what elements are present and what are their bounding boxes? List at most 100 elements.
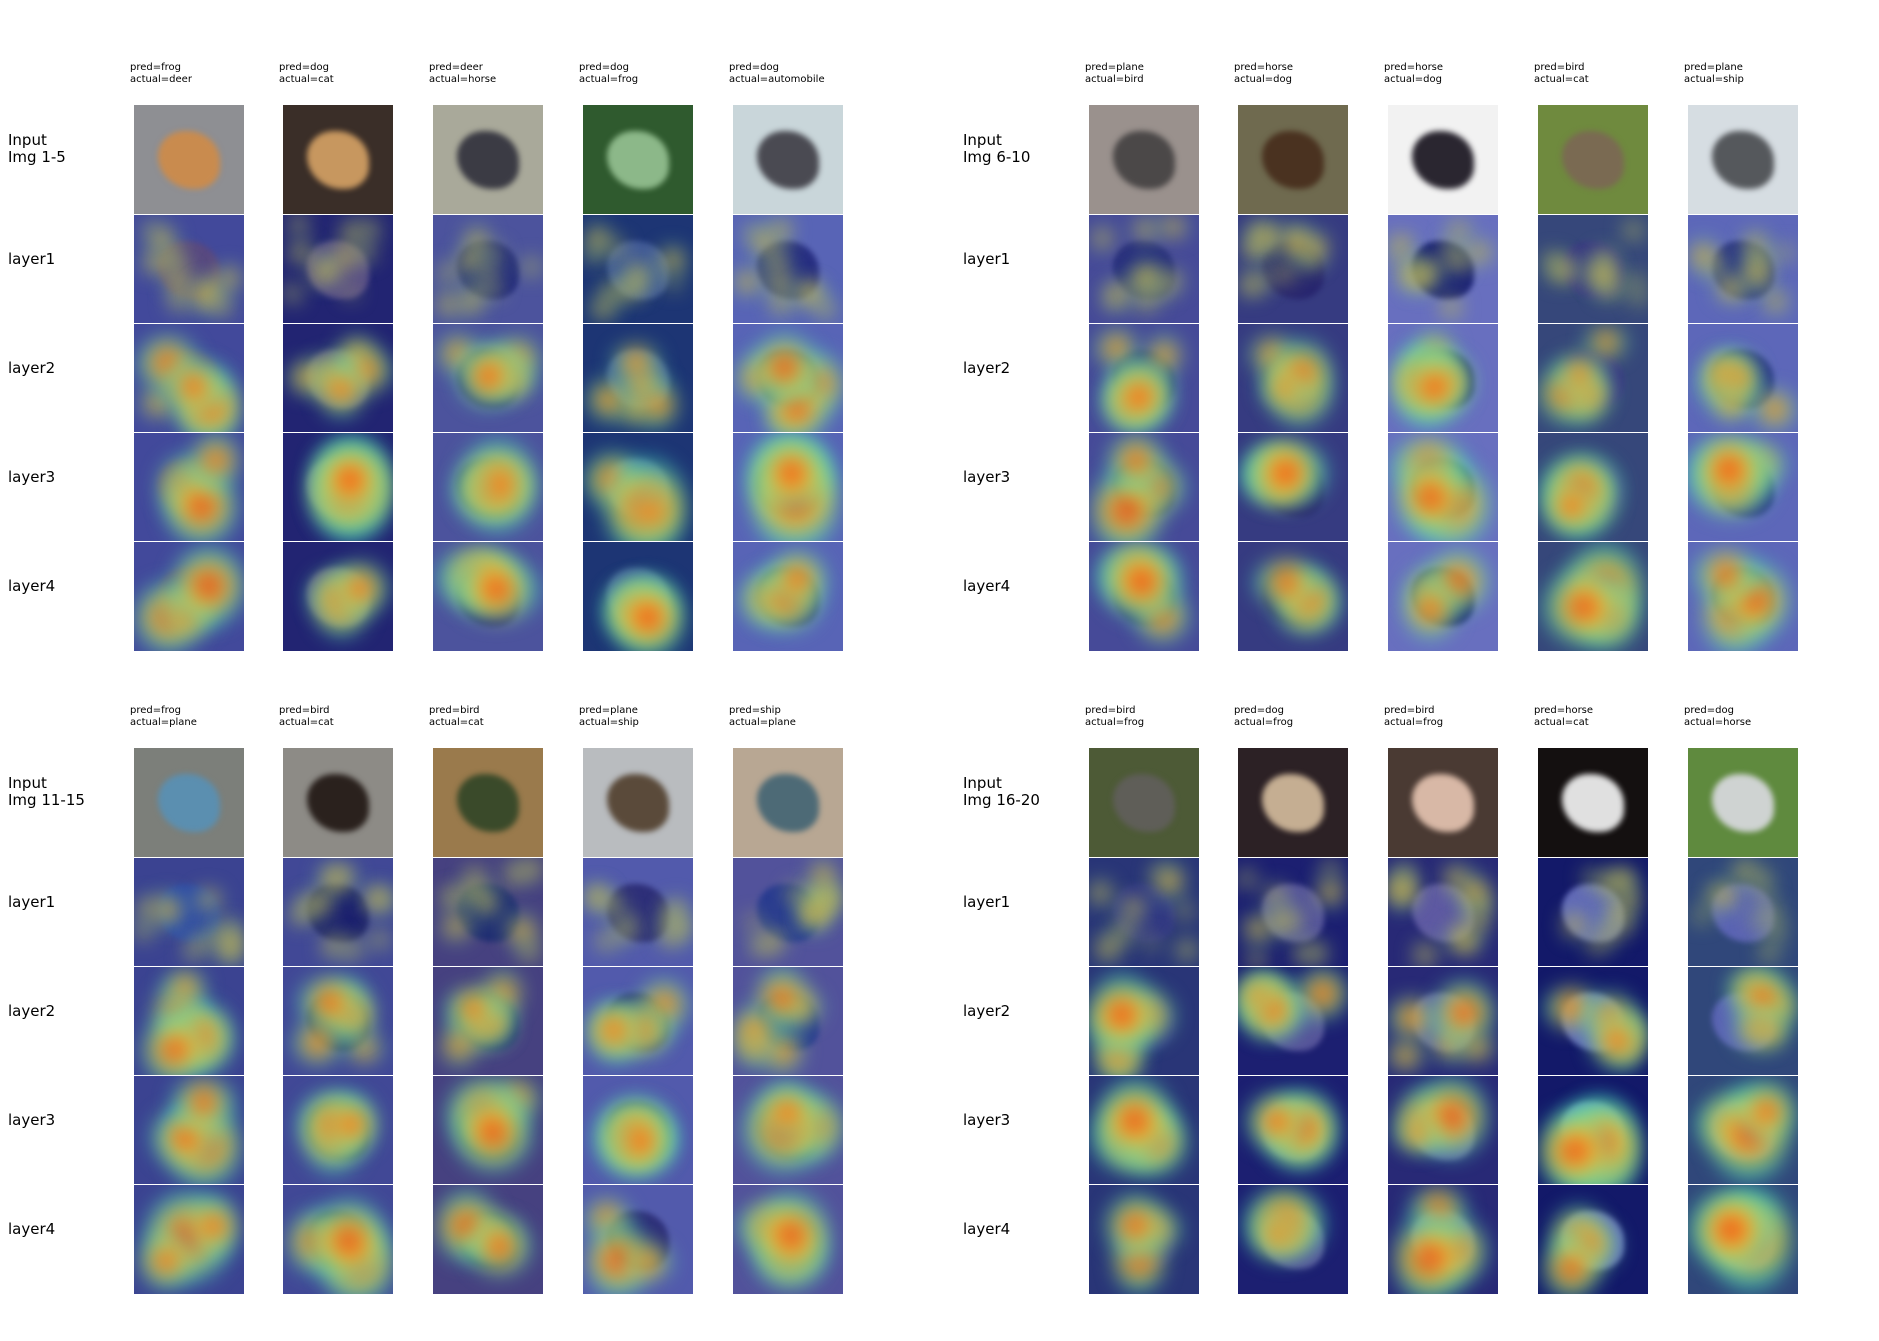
gradcam-heatmap: [733, 966, 843, 1076]
heatmap-activation: [1705, 890, 1722, 903]
gradcam-heatmap: [283, 541, 393, 651]
heatmap-activation: [1098, 1079, 1172, 1162]
heatmap-activation: [1604, 902, 1632, 923]
image-caption: pred=bird actual=cat: [429, 705, 484, 728]
heatmap-activation: [214, 297, 234, 316]
heatmap-activation: [753, 1192, 828, 1277]
gradcam-heatmap: [733, 1184, 843, 1294]
heatmap-activation: [1245, 441, 1328, 506]
gradcam-heatmap: [583, 323, 693, 433]
subject-shape: [607, 774, 669, 832]
heatmap-activation: [140, 1232, 191, 1289]
subject-shape: [1562, 131, 1624, 189]
heatmap-activation: [1753, 390, 1795, 429]
image-caption: pred=frog actual=plane: [130, 705, 197, 728]
heatmap-activation: [1090, 973, 1154, 1055]
input-thumbnail: [1388, 748, 1498, 857]
gradcam-heatmap: [583, 966, 693, 1076]
subject-shape: [457, 774, 519, 832]
heatmap-activation: [1389, 998, 1435, 1038]
gradcam-heatmap: [134, 966, 244, 1076]
heatmap-activation: [1744, 258, 1770, 288]
heatmap-activation: [1394, 1115, 1439, 1150]
heatmap-activation: [1298, 968, 1347, 1018]
heatmap-activation: [1751, 1016, 1788, 1046]
heatmap-activation: [1714, 389, 1748, 420]
input-thumbnail: [1538, 748, 1648, 857]
gradcam-heatmap: [1238, 966, 1348, 1076]
heatmap-activation: [1768, 923, 1784, 941]
heatmap-activation: [1775, 245, 1794, 261]
heatmap-activation: [1177, 940, 1197, 961]
heatmap-activation: [472, 461, 530, 508]
heatmap-activation: [1543, 1237, 1600, 1294]
row-label-layer: layer2: [963, 359, 1011, 377]
heatmap-activation: [1093, 226, 1112, 250]
heatmap-activation: [585, 224, 610, 252]
gradcam-heatmap: [433, 966, 543, 1076]
input-thumbnail: [583, 105, 693, 214]
subject-shape: [307, 774, 369, 832]
gradcam-heatmap: [733, 857, 843, 967]
heatmap-activation: [164, 359, 223, 413]
heatmap-activation: [613, 578, 683, 651]
image-caption: pred=horse actual=dog: [1234, 62, 1294, 85]
heatmap-activation: [610, 1116, 673, 1166]
heatmap-activation: [640, 382, 676, 428]
heatmap-activation: [442, 913, 470, 940]
heatmap-activation: [756, 435, 827, 510]
gradcam-heatmap: [433, 432, 543, 542]
gradcam-heatmap: [1089, 541, 1199, 651]
heatmap-activation: [660, 247, 685, 275]
gradcam-heatmap: [1238, 857, 1348, 967]
heatmap-activation: [144, 1013, 207, 1076]
gradcam-heatmap: [283, 1075, 393, 1185]
heatmap-activation: [1414, 942, 1436, 967]
gradcam-heatmap: [1388, 541, 1498, 651]
heatmap-activation: [1306, 943, 1327, 964]
gradcam-heatmap: [733, 214, 843, 324]
heatmap-activation: [189, 1195, 238, 1257]
gradcam-heatmap: [1388, 857, 1498, 967]
heatmap-activation: [1466, 241, 1493, 264]
heatmap-activation: [1249, 950, 1265, 967]
heatmap-activation: [465, 226, 488, 255]
heatmap-activation: [1544, 570, 1624, 645]
gradcam-heatmap: [1538, 857, 1648, 967]
heatmap-activation: [588, 1005, 638, 1053]
heatmap-activation: [795, 284, 821, 302]
heatmap-activation: [362, 887, 391, 911]
heatmap-activation: [1388, 234, 1414, 253]
heatmap-activation: [1733, 859, 1755, 884]
heatmap-activation: [1763, 290, 1787, 313]
input-thumbnail: [433, 105, 543, 214]
heatmap-activation: [358, 242, 375, 263]
gradcam-heatmap: [433, 857, 543, 967]
heatmap-activation: [343, 287, 358, 298]
heatmap-activation: [215, 267, 243, 291]
heatmap-activation: [1318, 877, 1343, 907]
heatmap-activation: [1561, 263, 1577, 277]
image-caption: pred=dog actual=automobile: [729, 62, 825, 85]
heatmap-activation: [193, 434, 238, 487]
heatmap-activation: [171, 1078, 236, 1127]
gradcam-heatmap: [134, 214, 244, 324]
gradcam-heatmap: [1089, 1075, 1199, 1185]
heatmap-activation: [311, 1199, 387, 1282]
heatmap-activation: [597, 931, 614, 951]
heatmap-activation: [327, 1095, 377, 1153]
row-label-layer: layer1: [8, 893, 56, 911]
heatmap-activation: [143, 222, 158, 237]
heatmap-activation: [764, 252, 789, 272]
heatmap-activation: [1433, 981, 1494, 1044]
gradcam-heatmap: [1238, 432, 1348, 542]
image-caption: pred=bird actual=cat: [279, 705, 334, 728]
heatmap-activation: [168, 288, 189, 312]
input-thumbnail: [283, 748, 393, 857]
heatmap-activation: [1442, 296, 1461, 320]
heatmap-activation: [443, 1025, 476, 1065]
row-label-layer: layer3: [963, 468, 1011, 486]
row-label-layer: layer4: [8, 577, 56, 595]
subject-shape: [457, 131, 519, 189]
heatmap-activation: [332, 562, 389, 615]
